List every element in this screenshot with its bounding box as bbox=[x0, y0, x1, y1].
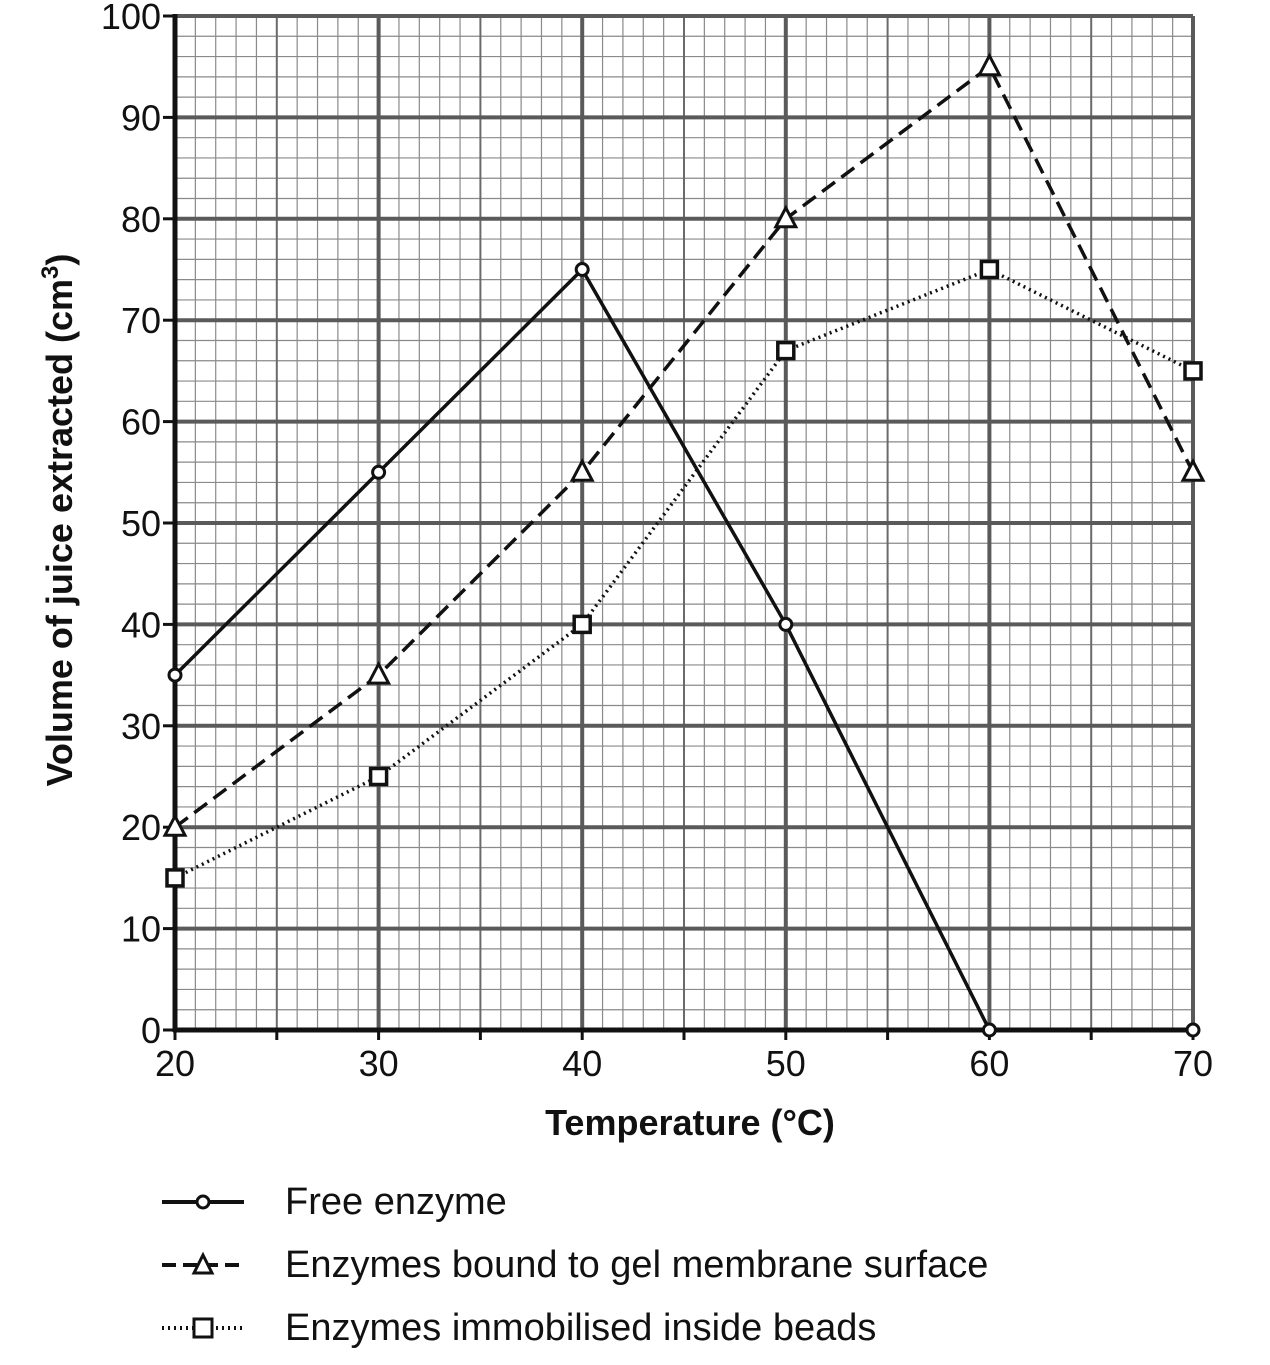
y-tick-label: 100 bbox=[101, 0, 161, 37]
x-tick-label: 30 bbox=[359, 1043, 399, 1084]
y-axis-title-main: Volume of juice extracted (cm bbox=[39, 279, 80, 786]
data-point bbox=[569, 458, 595, 482]
data-point bbox=[981, 1022, 997, 1038]
x-tick-label: 70 bbox=[1173, 1043, 1213, 1084]
y-tick-label: 0 bbox=[141, 1010, 161, 1051]
data-point bbox=[162, 812, 188, 837]
legend-label: Enzymes immobilised inside beads bbox=[285, 1307, 877, 1349]
series-layer bbox=[162, 52, 1206, 1038]
data-point bbox=[572, 614, 592, 635]
chart: 20 30 40 50 60 70 0 10 20 30 40 50 60 70 80 90 100 Tempe… bbox=[37, 0, 1213, 1143]
y-tick-label: 40 bbox=[121, 604, 161, 645]
data-point bbox=[1180, 458, 1206, 482]
legend-swatch-free-enzyme bbox=[162, 1194, 244, 1210]
legend-swatch-beads bbox=[162, 1317, 244, 1339]
x-tick-label: 40 bbox=[562, 1043, 602, 1084]
y-tick-label: 50 bbox=[121, 503, 161, 544]
data-point bbox=[366, 660, 392, 685]
y-tick-label: 90 bbox=[121, 97, 161, 138]
data-point bbox=[167, 667, 183, 683]
data-point bbox=[165, 868, 185, 888]
x-tick-label: 60 bbox=[969, 1043, 1009, 1084]
data-point bbox=[776, 340, 796, 361]
data-point bbox=[1183, 361, 1203, 381]
tick-labels: 20 30 40 50 60 70 0 10 20 30 40 50 60 70 80 90 100 bbox=[101, 0, 1213, 1084]
y-tick-label: 60 bbox=[121, 402, 161, 443]
data-point bbox=[368, 766, 389, 787]
y-tick-label: 80 bbox=[121, 199, 161, 240]
series-2 bbox=[162, 52, 1206, 837]
data-point bbox=[773, 204, 799, 229]
y-axis-title: Volume of juice extracted (cm3) bbox=[37, 254, 80, 787]
x-tick-label: 20 bbox=[155, 1043, 195, 1084]
y-tick-label: 10 bbox=[121, 909, 161, 950]
y-tick-label: 20 bbox=[121, 807, 161, 848]
x-axis-title: Temperature (°C) bbox=[545, 1102, 835, 1143]
y-axis-title-superscript: 3 bbox=[37, 266, 64, 279]
y-tick-label: 30 bbox=[121, 706, 161, 747]
legend-swatch-gel-membrane bbox=[162, 1251, 244, 1275]
data-point bbox=[979, 259, 1000, 280]
data-point bbox=[1185, 1022, 1201, 1038]
data-point bbox=[574, 262, 590, 277]
series-line bbox=[173, 266, 1193, 1032]
series-line bbox=[173, 64, 1195, 829]
x-tick-label: 50 bbox=[766, 1043, 806, 1084]
y-tick-label: 70 bbox=[121, 300, 161, 341]
data-point bbox=[371, 464, 387, 480]
legend-label: Enzymes bound to gel membrane surface bbox=[285, 1244, 989, 1286]
series-1 bbox=[167, 262, 1201, 1038]
data-point bbox=[778, 616, 794, 632]
legend-label: Free enzyme bbox=[285, 1181, 507, 1223]
series-3 bbox=[165, 259, 1203, 888]
data-point bbox=[976, 52, 1002, 77]
y-axis-title-suffix: ) bbox=[39, 254, 80, 266]
